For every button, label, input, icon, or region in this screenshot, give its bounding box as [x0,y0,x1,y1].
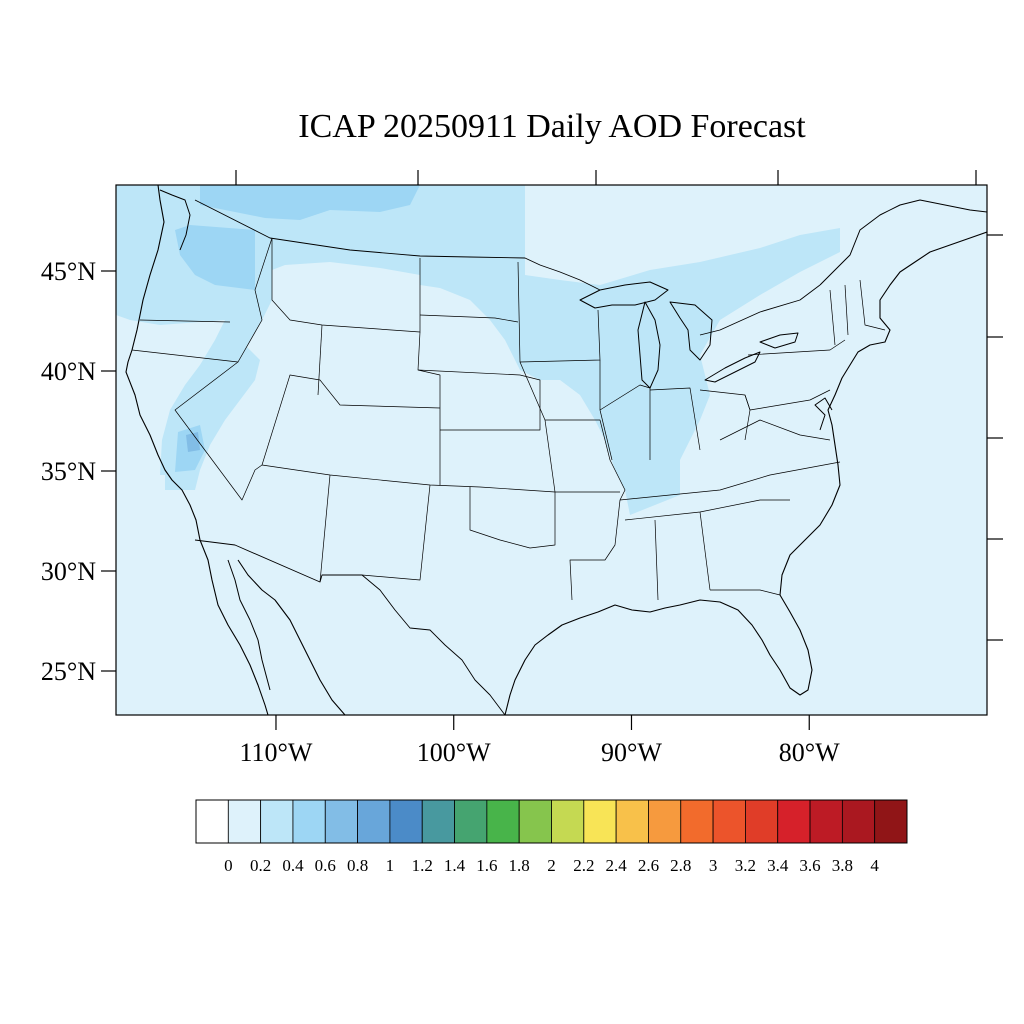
lon-tick-label: 80°W [779,738,840,767]
colorbar-tick-label: 1.8 [509,856,530,875]
colorbar-tick-label: 1.4 [444,856,466,875]
lon-tick-label: 90°W [601,738,662,767]
colorbar-swatch [454,799,488,844]
aod-patch-great-lakes [420,228,840,515]
colorbar-tick-label: 1.6 [476,856,497,875]
lake-ontario [759,332,799,349]
coastline-gulf-texas [504,594,813,715]
colorbar-tick-label: 2.4 [606,856,628,875]
colorbar-swatch [260,799,294,844]
map-panel: 45°N 40°N 35°N 30°N 25°N 110°W 100°W 90°W 80°W [41,170,1003,767]
coastline-puget [159,189,191,251]
colorbar-tick-label: 0 [224,856,233,875]
coastline-atlantic [779,231,987,596]
colorbar-tick-label: 0.6 [315,856,336,875]
colorbar-swatch [615,799,649,844]
latitude-axis: 45°N 40°N 35°N 30°N 25°N [41,257,116,686]
colorbar-tick-label: 0.8 [347,856,368,875]
colorbar-swatch [195,799,229,844]
colorbar-swatch [712,799,746,844]
coastline-chesapeake [814,397,833,431]
colorbar-tick-label: 1 [386,856,395,875]
colorbar-tick-label: 4 [870,856,879,875]
coastline-gulf [237,559,346,715]
state-borders [131,237,886,601]
aod-patch-nevada-peak [186,432,200,452]
colorbar-frame [195,799,908,844]
colorbar-tick-label: 3.4 [767,856,789,875]
lat-tick-label: 35°N [41,457,96,486]
lat-tick-label: 25°N [41,657,96,686]
page-title: ICAP 20250911 Daily AOD Forecast [298,108,806,145]
colorbar-tick-label: 1.2 [412,856,433,875]
colorbar-swatch [648,799,682,844]
colorbar-swatch [745,799,779,844]
colorbar-tick-label: 0.4 [282,856,304,875]
colorbar-swatch [551,799,585,844]
longitude-axis: 110°W 100°W 90°W 80°W [239,715,840,767]
colorbar-swatch [227,799,262,844]
lake-superior [579,281,669,309]
colorbar-swatch [486,799,520,844]
lon-tick-label: 100°W [417,738,491,767]
colorbar-swatch [324,799,358,844]
top-ticks [235,170,977,185]
lat-tick-label: 40°N [41,357,96,386]
lake-erie [704,351,761,383]
lat-tick-label: 45°N [41,257,96,286]
colorbar-swatch [777,799,811,844]
colorbar-tick-label: 2 [547,856,556,875]
border-canada [194,199,821,336]
colorbar-swatch [680,799,714,844]
colorbar-swatch [292,799,326,844]
map-frame [115,184,988,716]
aod-field [116,185,840,515]
colorbar-swatch [809,799,843,844]
colorbar-swatch [841,799,876,844]
map-lines [125,185,987,715]
colorbar-tick-label: 0.2 [250,856,271,875]
aod-patch-canada-north [200,185,420,220]
colorbar-tick-label: 3.2 [735,856,756,875]
colorbar-tick-label: 2.8 [670,856,691,875]
colorbar-tick-label: 2.6 [638,856,659,875]
colorbar-swatch [874,799,908,844]
right-ticks [987,234,1003,641]
coastline-baja-inner [227,559,271,691]
colorbar-swatch [518,799,552,844]
colorbar-tick-label: 3.8 [832,856,853,875]
colorbar-tick-label: 3.6 [799,856,820,875]
lon-tick-label: 110°W [239,738,312,767]
lat-tick-label: 30°N [41,557,96,586]
coastline-pacific [125,185,269,715]
colorbar-swatch [389,799,423,844]
lake-huron [669,301,713,361]
coastline-st-lawrence [819,199,987,286]
colorbar-swatch [421,799,455,844]
colorbar: 0 0.2 0.4 0.6 0.8 1 1.2 1.4 1.6 1.8 2 2.2 2.4 2.6 2.8 3… [195,799,908,875]
colorbar-swatch [357,799,391,844]
colorbar-tick-label: 3 [709,856,718,875]
colorbar-tick-label: 2.2 [573,856,594,875]
colorbar-swatch [583,799,617,844]
aod-patch-washington [175,225,255,290]
